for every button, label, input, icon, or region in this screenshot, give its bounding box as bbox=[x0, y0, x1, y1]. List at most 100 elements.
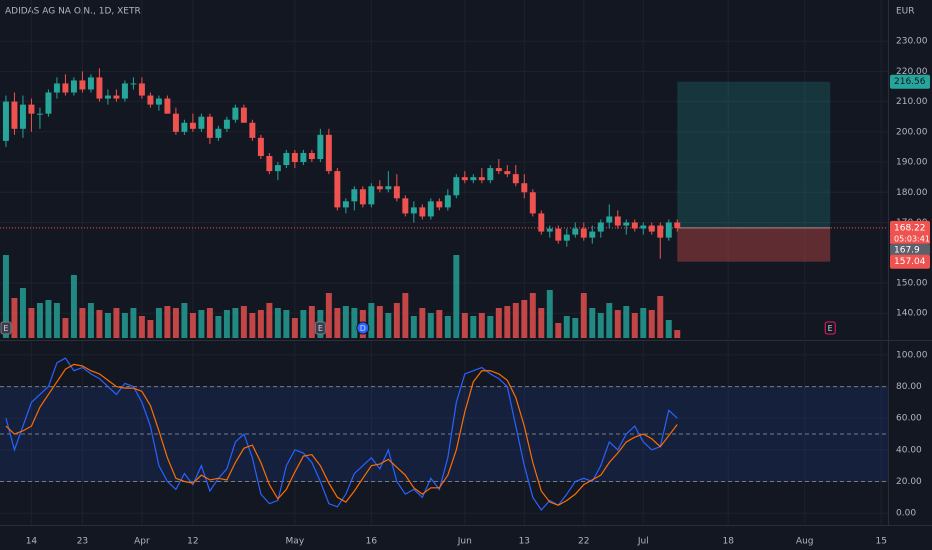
event-marker: E bbox=[314, 321, 326, 335]
candle-body bbox=[546, 228, 553, 232]
stop-price-tag-text: 157.04 bbox=[894, 257, 926, 267]
candle-body bbox=[495, 168, 502, 172]
candle-body bbox=[249, 122, 256, 138]
volume-bar bbox=[504, 306, 511, 338]
y-tick-label: 40.00 bbox=[896, 445, 922, 455]
volume-bar bbox=[79, 308, 86, 338]
volume-bar bbox=[368, 303, 375, 338]
candle-body bbox=[674, 222, 681, 228]
x-tick-label: 16 bbox=[366, 537, 378, 547]
y-tick-label: 180.00 bbox=[896, 188, 928, 198]
y-tick-label: 190.00 bbox=[896, 158, 928, 168]
candle-body bbox=[444, 195, 451, 208]
volume-bar bbox=[53, 303, 60, 338]
volume-bar bbox=[342, 306, 349, 338]
volume-bar bbox=[589, 308, 596, 338]
candle-body bbox=[665, 222, 672, 238]
y-tick-label: 230.00 bbox=[896, 37, 928, 47]
volume-bar bbox=[563, 316, 570, 338]
candle-body bbox=[53, 83, 60, 93]
y-tick-label: 0.00 bbox=[896, 509, 916, 519]
volume-bar bbox=[427, 313, 434, 338]
candle-body bbox=[385, 186, 392, 190]
y-tick-label: 100.00 bbox=[896, 350, 928, 360]
x-tick-label: 13 bbox=[519, 537, 530, 547]
x-tick-label: 23 bbox=[77, 537, 88, 547]
volume-bar bbox=[410, 316, 417, 338]
volume-bar bbox=[274, 308, 281, 338]
candle-body bbox=[478, 177, 485, 181]
candle-body bbox=[121, 83, 128, 99]
volume-bar bbox=[308, 306, 315, 338]
candle-body bbox=[215, 128, 222, 138]
event-marker: E bbox=[824, 321, 836, 335]
event-badge bbox=[356, 321, 370, 335]
volume-bar bbox=[351, 308, 358, 338]
candle-body bbox=[138, 83, 145, 96]
event-label: E bbox=[3, 324, 8, 333]
candle-body bbox=[419, 207, 426, 217]
event-badge bbox=[314, 321, 326, 335]
volume-bar bbox=[215, 316, 222, 338]
volume-bar bbox=[546, 290, 553, 338]
volume-bar bbox=[155, 308, 162, 338]
volume-bar bbox=[393, 303, 400, 338]
x-tick-label: 12 bbox=[187, 537, 198, 547]
volume-bar bbox=[283, 310, 290, 338]
candle-body bbox=[104, 95, 111, 99]
candle-body bbox=[189, 122, 196, 129]
candle-body bbox=[164, 98, 171, 114]
volume-bar bbox=[291, 318, 298, 338]
volume-bar bbox=[198, 310, 205, 338]
candle-body bbox=[580, 228, 587, 238]
candle-body bbox=[589, 231, 596, 238]
oscillator-line bbox=[5, 357, 678, 511]
volume-bar bbox=[648, 310, 655, 338]
stop-price-tag: 157.04 bbox=[890, 254, 930, 269]
candle-body bbox=[648, 225, 655, 232]
x-tick-label: Jun bbox=[457, 537, 472, 547]
candle-body bbox=[623, 222, 630, 226]
volume-bar bbox=[521, 300, 528, 338]
volume-bar bbox=[444, 316, 451, 338]
candle-body bbox=[427, 201, 434, 217]
volume-bar bbox=[495, 308, 502, 338]
volume-bar bbox=[461, 313, 468, 338]
volume-bar bbox=[70, 275, 77, 338]
volume-bar bbox=[113, 308, 120, 338]
candle-body bbox=[206, 116, 213, 138]
candle-body bbox=[223, 119, 230, 129]
candle-body bbox=[317, 134, 324, 160]
candle-body bbox=[87, 77, 94, 90]
x-tick-label: 18 bbox=[723, 537, 735, 547]
volume-bar bbox=[130, 308, 137, 338]
candle-body bbox=[657, 225, 664, 238]
candle-body bbox=[308, 152, 315, 160]
candle-body bbox=[376, 186, 383, 190]
volume-bar bbox=[240, 306, 247, 338]
candle-body bbox=[470, 177, 477, 181]
candle-body bbox=[325, 134, 332, 172]
countdown-bg bbox=[890, 233, 930, 244]
target-price-tag-bg bbox=[890, 74, 930, 89]
y-tick-label: 220.00 bbox=[896, 67, 928, 77]
x-tick-label: 14 bbox=[26, 537, 38, 547]
volume-bar bbox=[257, 310, 264, 338]
volume-bar bbox=[11, 298, 18, 338]
volume-bar bbox=[555, 323, 562, 338]
y-tick-label: 210.00 bbox=[896, 97, 928, 107]
event-badge bbox=[0, 321, 12, 335]
y-tick-label: 150.00 bbox=[896, 278, 928, 288]
candle-body bbox=[436, 201, 443, 208]
target-price-tag: 216.56 bbox=[890, 74, 930, 89]
volume-bar bbox=[376, 306, 383, 338]
x-tick-label: May bbox=[286, 537, 305, 547]
candle-body bbox=[410, 207, 417, 214]
volume-bar bbox=[385, 313, 392, 338]
previous-price-text: 167.9 bbox=[894, 245, 920, 255]
event-label: E bbox=[828, 324, 833, 333]
candle-body bbox=[529, 192, 536, 214]
volume-bar bbox=[436, 310, 443, 338]
candle-body bbox=[597, 222, 604, 232]
